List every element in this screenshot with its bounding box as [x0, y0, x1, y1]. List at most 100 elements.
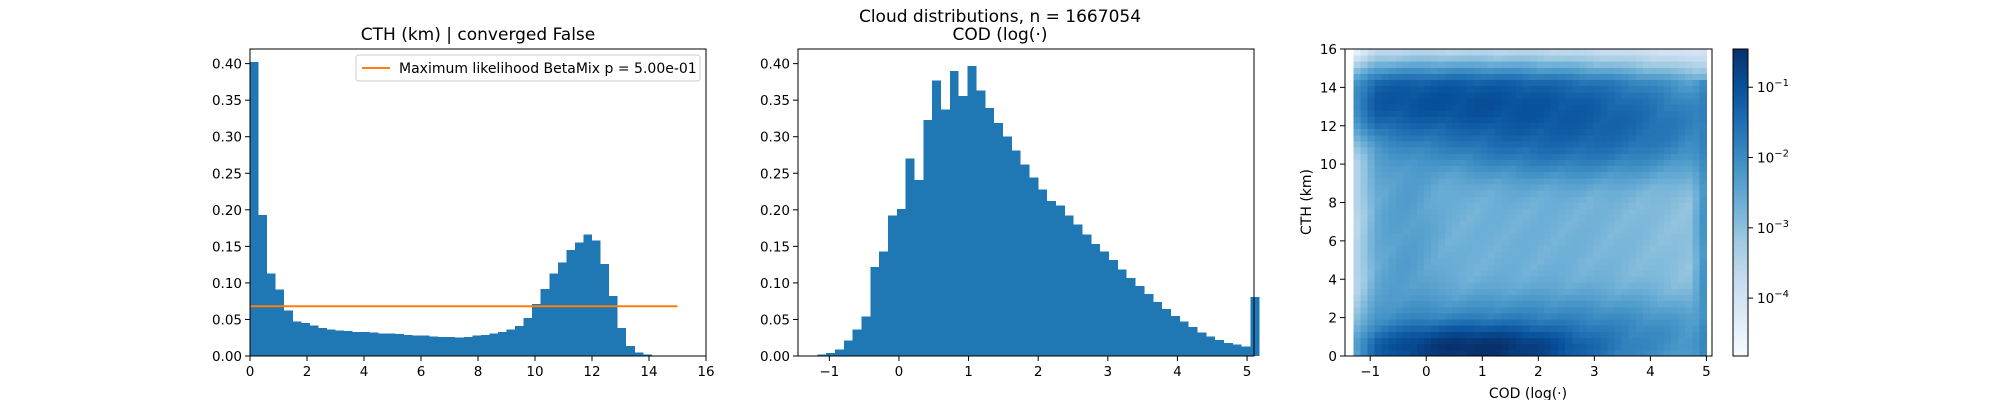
heatmap-cell [1395, 61, 1404, 68]
heatmap-cell [1565, 49, 1573, 56]
heatmap-cell [1374, 85, 1383, 93]
heatmap-cell [1579, 337, 1587, 345]
heatmap-cell [1374, 147, 1383, 154]
heatmap-cell [1692, 141, 1700, 148]
heatmap-cell [1466, 49, 1474, 56]
heatmap-cell [1614, 202, 1623, 210]
heatmap-cell [1459, 257, 1467, 265]
heatmap-cell [1628, 276, 1637, 283]
heatmap-cell [1678, 245, 1686, 253]
heatmap-cell [1558, 313, 1566, 320]
heatmap-cell [1424, 349, 1432, 357]
heatmap-cell [1374, 190, 1383, 197]
heatmap-cell [1438, 282, 1446, 289]
heatmap-cell [1656, 128, 1665, 136]
heatmap-cell [1522, 233, 1531, 240]
heatmap-cell [1642, 313, 1651, 320]
heatmap-cell [1565, 294, 1573, 302]
heatmap-cell [1565, 208, 1573, 216]
heatmap-cell [1452, 313, 1460, 320]
heatmap-cell [1360, 300, 1368, 308]
heatmap-cell [1558, 227, 1566, 234]
heatmap-cell [1544, 141, 1552, 148]
heatmap-cell [1536, 147, 1545, 154]
heatmap-cell [1600, 227, 1608, 234]
heatmap-cell [1635, 141, 1644, 148]
heatmap-cell [1445, 91, 1453, 99]
heatmap-cell [1367, 196, 1375, 203]
heatmap-cell [1558, 141, 1566, 148]
heatmap-cell [1551, 98, 1559, 105]
heatmap-cell [1649, 263, 1658, 271]
heatmap-cell [1374, 79, 1383, 87]
heatmap-cell [1621, 196, 1630, 203]
heatmap-cell [1621, 116, 1630, 124]
heatmap-cell [1529, 319, 1538, 326]
heatmap-cell [1656, 196, 1665, 203]
heatmap-cell [1678, 55, 1686, 62]
heatmap-cell [1395, 91, 1404, 99]
heatmap-cell [1501, 147, 1510, 154]
cth-bar [421, 335, 430, 356]
heatmap-cell [1381, 159, 1390, 167]
heatmap-cell [1692, 214, 1700, 222]
heatmap-cell [1649, 208, 1658, 216]
heatmap-cell [1424, 147, 1432, 154]
cth-ytick-label: 0.05 [212, 312, 242, 328]
heatmap-cell [1551, 128, 1559, 136]
heatmap-cell [1388, 190, 1397, 197]
heatmap-cell [1572, 110, 1580, 117]
cod-bar [817, 354, 827, 356]
heatmap-cell [1699, 128, 1707, 136]
heatmap-cell [1360, 337, 1368, 345]
heatmap-cell [1416, 270, 1425, 277]
heatmap-cell [1671, 239, 1679, 246]
heatmap-cell [1445, 128, 1453, 136]
heatmap-cell [1600, 171, 1608, 179]
heatmap-cell [1431, 49, 1439, 56]
cth-y-axis: 0.000.050.100.150.200.250.300.350.40 [212, 57, 250, 365]
heatmap-cell [1586, 325, 1594, 332]
heatmap-cell [1551, 239, 1559, 246]
heatmap-cell [1565, 233, 1573, 240]
heatmap-cell [1699, 349, 1707, 357]
heatmap-cell [1664, 98, 1672, 105]
heatmap-cell [1381, 251, 1390, 259]
heatmap-cell [1487, 110, 1496, 117]
heatmap-cell [1664, 263, 1672, 271]
heatmap-cell [1480, 116, 1488, 124]
heatmap-ytick-label: 2 [1328, 311, 1337, 327]
heatmap-cell [1409, 331, 1418, 338]
heatmap-cell [1367, 85, 1375, 93]
heatmap-cell [1508, 245, 1517, 253]
heatmap-cell [1664, 73, 1672, 81]
heatmap-cell [1494, 116, 1503, 124]
heatmap-cell [1692, 239, 1700, 246]
heatmap-cell [1395, 153, 1404, 160]
heatmap-cell [1466, 196, 1474, 203]
heatmap-cell [1388, 159, 1397, 167]
heatmap-cell [1473, 282, 1481, 289]
heatmap-cell [1649, 282, 1658, 289]
cod-xtick-label: 1 [964, 364, 973, 380]
cth-bar [515, 326, 524, 356]
heatmap-cell [1607, 79, 1616, 87]
heatmap-cell [1374, 73, 1383, 81]
heatmap-cell [1473, 306, 1481, 314]
cod-bar [941, 109, 950, 357]
heatmap-cell [1558, 325, 1566, 332]
heatmap-cell [1353, 319, 1361, 326]
heatmap-cell [1381, 227, 1390, 234]
heatmap-cell [1501, 79, 1510, 87]
heatmap-cell [1367, 263, 1375, 271]
heatmap-cell [1572, 67, 1580, 74]
heatmap-cell [1360, 263, 1368, 271]
heatmap-cell [1416, 233, 1425, 240]
heatmap-cell [1586, 110, 1594, 117]
heatmap-cell [1593, 282, 1601, 289]
heatmap-cell [1431, 55, 1439, 62]
cod-bar [994, 122, 1003, 356]
heatmap-cell [1579, 190, 1587, 197]
heatmap-cell [1628, 343, 1637, 351]
heatmap-cell [1480, 184, 1488, 191]
